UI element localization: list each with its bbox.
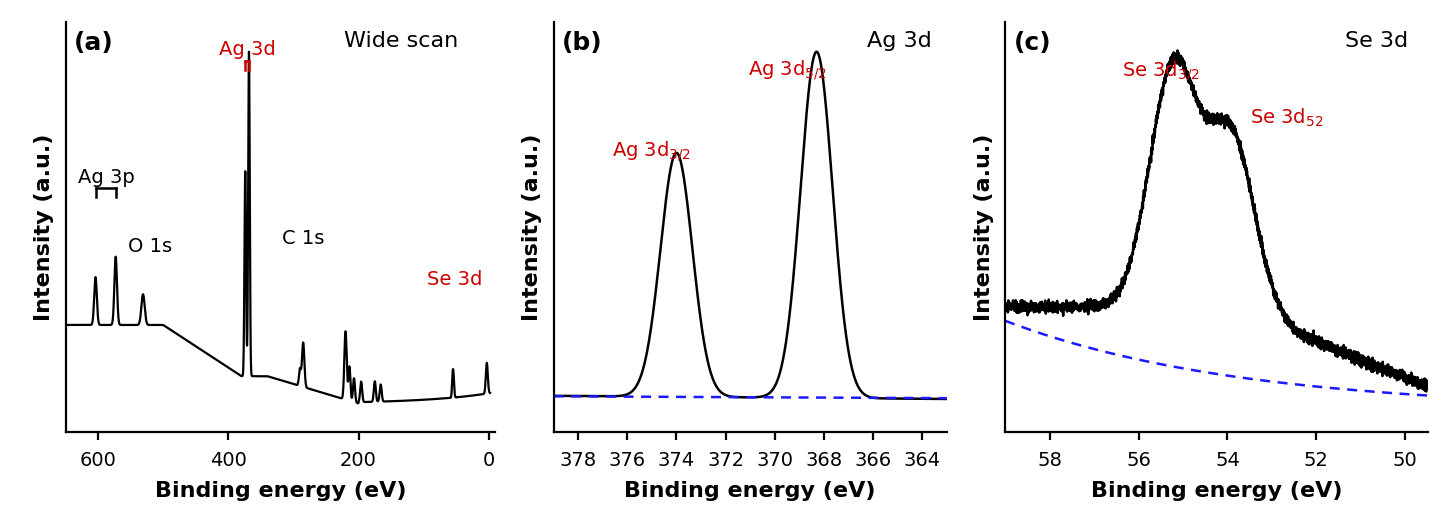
Y-axis label: Intensity (a.u.): Intensity (a.u.)	[974, 134, 993, 321]
Text: Ag 3d$_{3/2}$: Ag 3d$_{3/2}$	[612, 139, 692, 163]
Text: Ag 3p: Ag 3p	[77, 168, 134, 187]
X-axis label: Binding energy (eV): Binding energy (eV)	[154, 480, 406, 500]
Text: Ag 3d: Ag 3d	[218, 40, 275, 59]
Text: Se 3d: Se 3d	[427, 269, 482, 289]
Y-axis label: Intensity (a.u.): Intensity (a.u.)	[523, 134, 542, 321]
Text: Se 3d$_{52}$: Se 3d$_{52}$	[1249, 106, 1322, 129]
Text: C 1s: C 1s	[282, 229, 325, 248]
Text: (c): (c)	[1013, 31, 1051, 55]
Text: O 1s: O 1s	[128, 237, 172, 256]
Text: Wide scan: Wide scan	[344, 31, 457, 51]
X-axis label: Binding energy (eV): Binding energy (eV)	[625, 480, 875, 500]
Text: Ag 3d$_{5/2}$: Ag 3d$_{5/2}$	[747, 58, 826, 82]
Text: Se 3d$_{3/2}$: Se 3d$_{3/2}$	[1121, 59, 1198, 83]
Y-axis label: Intensity (a.u.): Intensity (a.u.)	[35, 134, 54, 321]
X-axis label: Binding energy (eV): Binding energy (eV)	[1091, 480, 1341, 500]
Text: (a): (a)	[74, 31, 114, 55]
Text: Ag 3d: Ag 3d	[866, 31, 932, 51]
Text: (b): (b)	[561, 31, 601, 55]
Text: Se 3d: Se 3d	[1345, 31, 1408, 51]
